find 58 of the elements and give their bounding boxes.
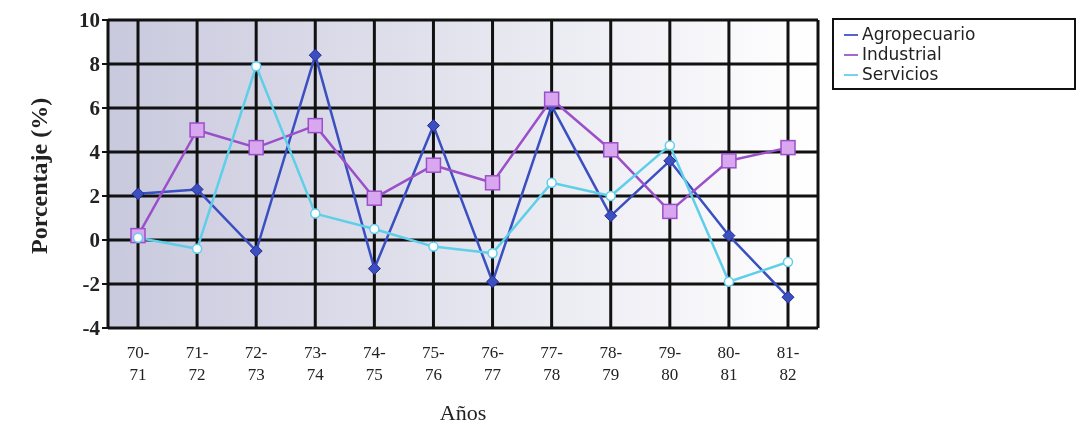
legend-label: Servicios: [862, 64, 939, 84]
point: [426, 119, 440, 133]
point: [425, 157, 442, 173]
legend-label: Industrial: [862, 44, 942, 64]
point: [248, 139, 264, 156]
y-axis-title: Porcentaje (%): [25, 97, 52, 254]
point: [602, 142, 619, 158]
point: [546, 177, 557, 189]
point: [484, 175, 501, 191]
x-tick-label: 79-80: [658, 343, 682, 384]
point: [604, 209, 618, 223]
x-tick-label: 81-82: [776, 343, 800, 384]
point: [367, 262, 381, 276]
point: [428, 241, 439, 252]
point: [663, 154, 677, 168]
x-tick-label: 71-72: [185, 343, 209, 384]
point: [190, 182, 204, 196]
point: [782, 256, 794, 268]
point: [366, 190, 383, 206]
point: [723, 276, 735, 288]
y-tick-label: 0: [89, 228, 100, 253]
x-tick-label: 72-73: [244, 343, 268, 384]
x-tick-label: 73-74: [303, 343, 327, 384]
point: [369, 223, 380, 235]
point: [605, 190, 616, 202]
y-tick-label: 8: [89, 52, 100, 77]
y-tick-label: 2: [89, 184, 100, 209]
point: [662, 203, 678, 220]
point: [780, 139, 796, 156]
point: [308, 48, 322, 62]
point: [249, 244, 263, 258]
point: [487, 247, 498, 259]
x-tick-label: 74-75: [363, 343, 387, 384]
point: [486, 275, 500, 289]
y-tick-label: 6: [89, 96, 100, 121]
point: [250, 60, 262, 72]
point: [189, 122, 205, 138]
y-tick-label: 4: [89, 140, 101, 165]
x-tick-label: 76-77: [481, 343, 505, 384]
point: [310, 208, 321, 219]
legend-label: Agropecuario: [862, 24, 976, 44]
point: [664, 140, 676, 151]
point: [307, 117, 324, 134]
y-tick-label: -4: [82, 316, 101, 341]
x-tick-label: 78-79: [599, 343, 623, 384]
point: [722, 229, 736, 243]
x-tick-label: 77-78: [540, 343, 564, 384]
point: [191, 243, 203, 255]
point: [131, 187, 145, 201]
x-axis-title: Años: [439, 400, 487, 425]
x-tick-label: 75-76: [422, 343, 446, 384]
point: [781, 290, 795, 304]
point: [721, 153, 737, 169]
y-tick-label: 10: [79, 8, 100, 33]
x-tick-label: 80-81: [717, 343, 741, 384]
x-tick-label: 70-71: [126, 343, 150, 384]
y-tick-label: -2: [82, 272, 100, 297]
point: [543, 91, 560, 107]
